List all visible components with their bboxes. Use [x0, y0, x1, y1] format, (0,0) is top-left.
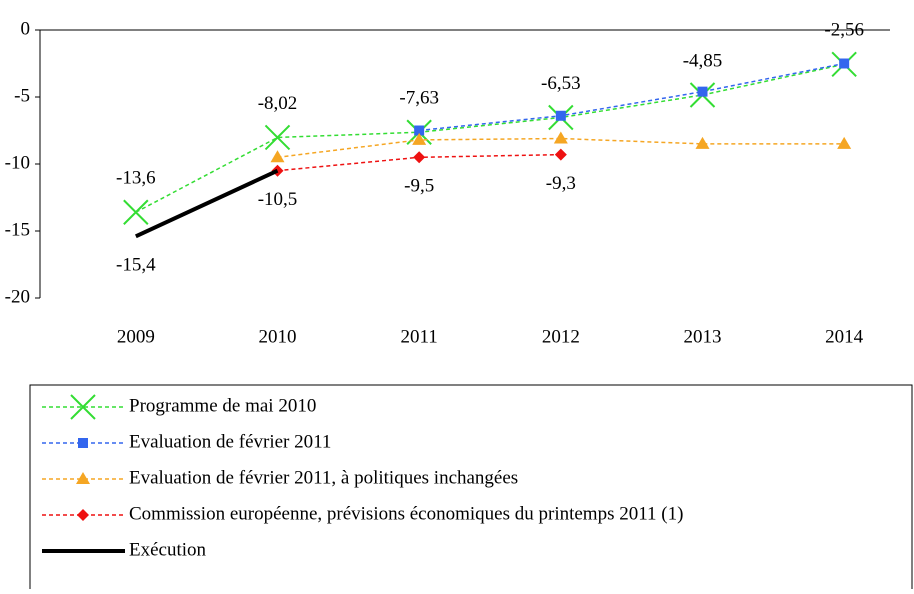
series-line: [135, 63, 845, 213]
data-label: -15,4: [116, 255, 156, 276]
legend-label: Exécution: [129, 539, 207, 560]
marker: [412, 132, 427, 145]
series-line: [419, 62, 845, 132]
legend-marker: [76, 472, 90, 484]
series-line: [134, 168, 279, 239]
x-tick-label: 2013: [684, 326, 722, 347]
marker: [413, 151, 426, 164]
marker: [264, 124, 291, 151]
data-label: -8,02: [258, 93, 298, 114]
data-label: -2,56: [824, 20, 864, 41]
marker: [695, 136, 710, 149]
data-label: -10,5: [258, 189, 298, 210]
legend-label: Programme de mai 2010: [129, 395, 316, 416]
legend-marker: [78, 438, 88, 448]
marker: [553, 131, 568, 144]
legend-label: Evaluation de février 2011: [129, 431, 331, 452]
marker: [837, 136, 852, 149]
data-label: -13,6: [116, 168, 156, 189]
marker: [554, 148, 567, 161]
y-tick-label: -5: [14, 85, 30, 106]
marker: [839, 58, 850, 69]
legend-marker: [70, 394, 96, 420]
data-label: -6,53: [541, 73, 581, 94]
y-tick-label: -20: [5, 286, 30, 307]
marker: [414, 125, 425, 136]
y-tick-label: -15: [5, 219, 30, 240]
legend-label: Evaluation de février 2011, à politiques…: [129, 467, 518, 488]
marker: [697, 86, 708, 97]
legend-marker: [77, 509, 89, 521]
data-label: -9,5: [404, 176, 434, 197]
x-tick-label: 2010: [259, 326, 297, 347]
marker: [123, 199, 149, 225]
legend-label: Commission européenne, prévisions économ…: [129, 503, 683, 524]
data-label: -4,85: [683, 50, 723, 71]
data-label: -9,3: [546, 173, 576, 194]
marker: [270, 150, 285, 163]
marker: [555, 110, 566, 121]
x-tick-label: 2014: [825, 326, 864, 347]
x-tick-label: 2011: [401, 326, 438, 347]
y-tick-label: -10: [5, 152, 30, 173]
legend-box: [29, 384, 913, 594]
x-tick-label: 2009: [117, 326, 155, 347]
x-tick-label: 2012: [542, 326, 580, 347]
data-label: -7,63: [399, 88, 439, 109]
y-tick-label: 0: [21, 18, 31, 39]
